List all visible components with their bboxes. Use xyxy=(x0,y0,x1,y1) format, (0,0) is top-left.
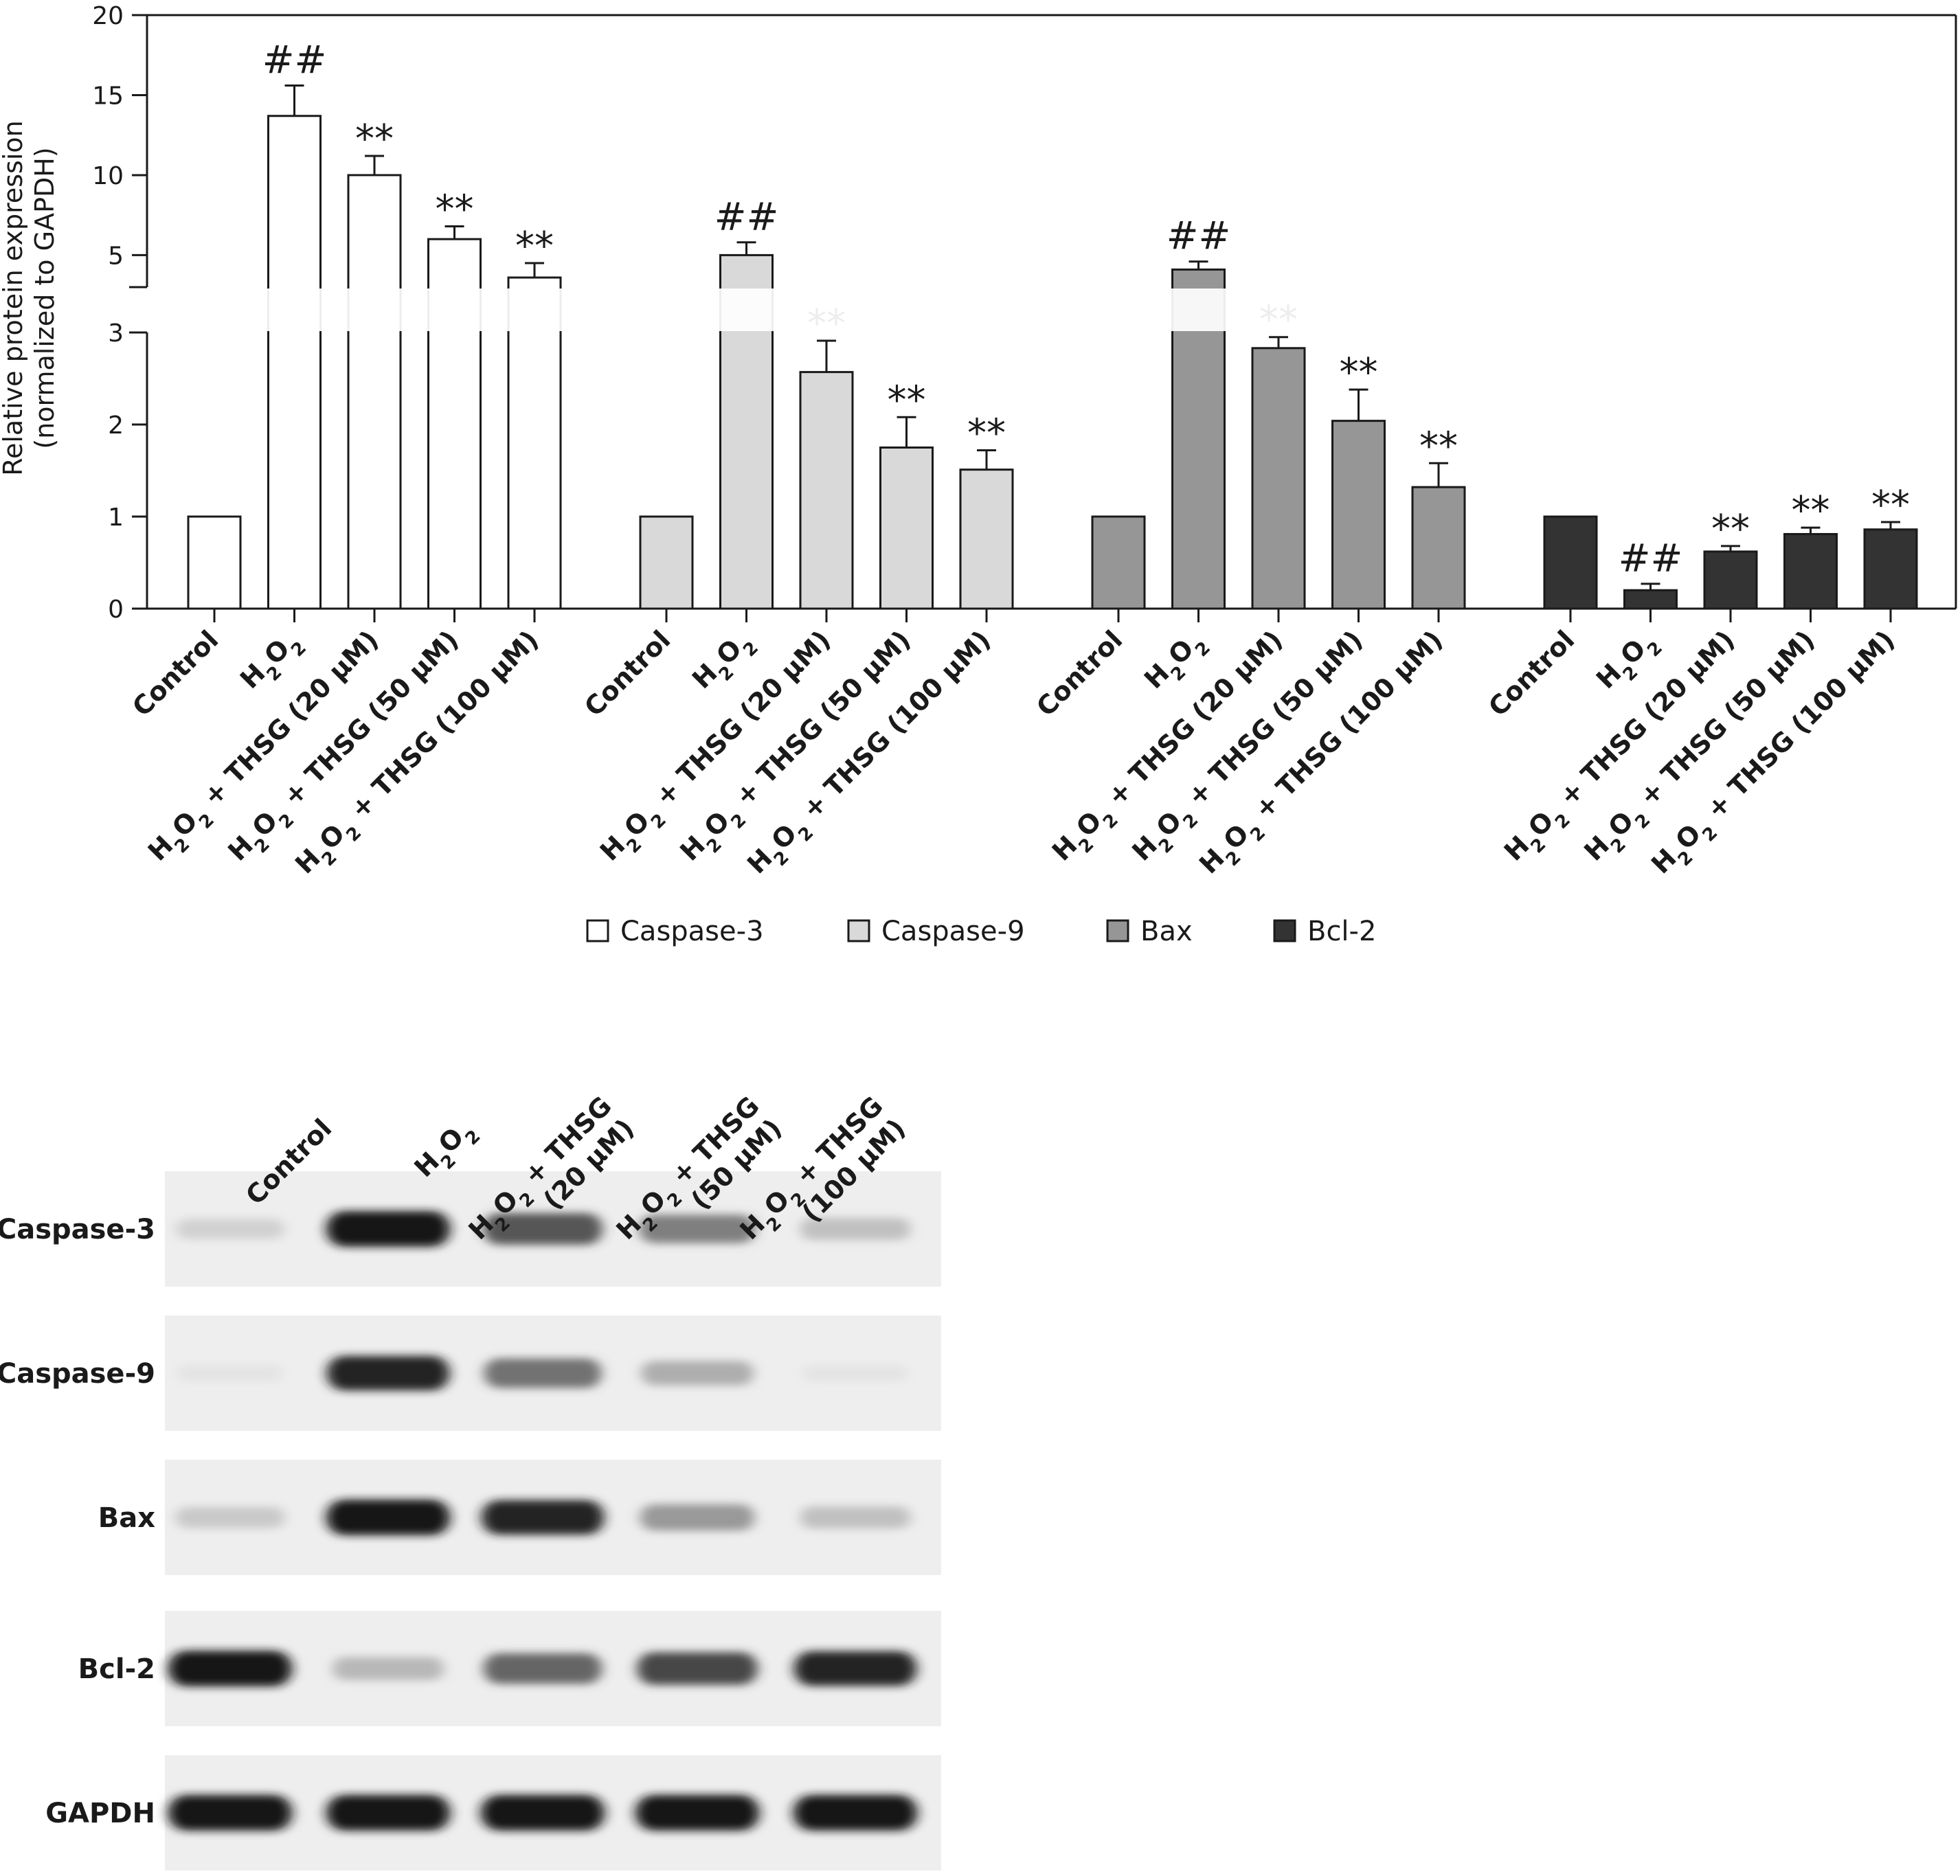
y-tick-label: 0 xyxy=(108,596,124,624)
blot-panel-bax: Bax xyxy=(98,1460,941,1575)
significance-star-label: ** xyxy=(436,187,474,231)
significance-hash-label: ## xyxy=(1167,214,1231,259)
y-axis-label-line: Relative protein expression xyxy=(0,120,28,475)
bar xyxy=(959,468,1014,610)
blot-band xyxy=(802,1364,908,1382)
blot-band xyxy=(175,1506,285,1528)
significance-hash-label: ## xyxy=(1619,536,1683,581)
x-category-label: Control xyxy=(1483,624,1580,722)
blot-row-label: Bcl-2 xyxy=(78,1653,155,1685)
bar-chart: 0 1 2 3 5 10 15 20 Relative protein expression (n… xyxy=(0,2,1957,879)
legend-swatch xyxy=(1106,919,1129,942)
blot-panel-caspase-3: Caspase-3 xyxy=(0,1171,941,1287)
significance-star-label: ** xyxy=(888,378,926,422)
blot-band xyxy=(793,1651,917,1686)
significance-star-label: ** xyxy=(1419,424,1458,468)
bar-group-caspase-3: Control##H2O2**H2O2 + THSG (20 μM)**H2O2… xyxy=(126,38,562,879)
blot-band xyxy=(168,1651,292,1686)
bar xyxy=(347,174,402,610)
y-tick-label: 20 xyxy=(92,2,124,30)
blot-band xyxy=(326,1500,450,1535)
bar xyxy=(1331,420,1386,610)
x-category-label: Control xyxy=(126,624,224,722)
blot-band xyxy=(793,1795,917,1831)
blot-band xyxy=(481,1795,605,1831)
y-tick-label: 5 xyxy=(108,242,124,270)
legend: Caspase-3 Caspase-9 Bax Bcl-2 xyxy=(586,916,1376,947)
blot-panel-caspase-9: Caspase-9 xyxy=(0,1315,941,1431)
bar xyxy=(1703,550,1758,610)
significance-hash-label: ## xyxy=(262,38,327,82)
bar xyxy=(1091,515,1146,610)
legend-label: Bcl-2 xyxy=(1307,916,1376,947)
blot-panel-bcl-2: Bcl-2 xyxy=(78,1611,941,1726)
y-axis-label: Relative protein expression (normalized t… xyxy=(0,120,60,475)
bar xyxy=(1623,589,1678,610)
legend-swatch xyxy=(1273,919,1296,942)
significance-star-label: ** xyxy=(355,117,394,161)
blot-panel-gapdh: GAPDH xyxy=(45,1755,941,1871)
bar xyxy=(1251,347,1306,610)
legend-swatch xyxy=(586,919,609,942)
blot-band xyxy=(333,1657,444,1680)
y-tick-label: 3 xyxy=(108,319,124,348)
blot-band xyxy=(168,1795,292,1831)
blot-band xyxy=(483,1653,602,1684)
blot-band xyxy=(639,1214,756,1243)
blot-band xyxy=(326,1355,450,1391)
blot-band xyxy=(641,1361,754,1386)
blot-row-label: GAPDH xyxy=(45,1798,155,1829)
x-category-label: Control xyxy=(578,624,676,722)
significance-hash-label: ## xyxy=(714,195,779,240)
blot-band xyxy=(640,1504,755,1531)
bar xyxy=(507,276,562,610)
blot-band xyxy=(326,1211,450,1247)
bar xyxy=(1863,528,1918,610)
y-tick-label: 10 xyxy=(92,162,124,190)
legend-label: Caspase-3 xyxy=(620,916,764,947)
blot-band xyxy=(483,1213,602,1245)
significance-star-label: ** xyxy=(1792,488,1830,533)
legend-label: Bax xyxy=(1140,916,1193,947)
blot-band xyxy=(484,1358,602,1388)
bar xyxy=(799,371,854,610)
blot-band xyxy=(176,1219,284,1239)
axis-break-gap xyxy=(148,289,1907,331)
blot-band xyxy=(481,1500,605,1535)
bar xyxy=(187,515,242,610)
blot-row-label: Bax xyxy=(98,1502,155,1534)
bar xyxy=(267,115,322,610)
y-tick-label: 2 xyxy=(108,411,124,440)
blot-band xyxy=(800,1217,911,1241)
legend-label: Caspase-9 xyxy=(881,916,1025,947)
blot-row-label: Caspase-9 xyxy=(0,1358,155,1390)
blot-band xyxy=(635,1795,759,1831)
significance-star-label: ** xyxy=(1871,483,1910,528)
bar xyxy=(879,447,934,610)
significance-star-label: ** xyxy=(1711,507,1750,552)
bar xyxy=(639,515,694,610)
significance-star-label: ** xyxy=(967,411,1006,456)
significance-star-label: ** xyxy=(515,224,554,269)
blot-band xyxy=(800,1506,911,1529)
bar xyxy=(1783,532,1838,610)
y-tick-label: 15 xyxy=(92,82,124,110)
bar-group-bcl-2: Control##H2O2**H2O2 + THSG (20 μM)**H2O2… xyxy=(1483,483,1918,879)
blot-band xyxy=(637,1652,758,1685)
blot-band xyxy=(177,1364,283,1382)
legend-swatch xyxy=(847,919,870,942)
significance-star-label: ** xyxy=(1340,350,1378,395)
bar xyxy=(1411,486,1466,610)
blot-row-label: Caspase-3 xyxy=(0,1214,155,1245)
x-category-label: Control xyxy=(1030,624,1128,722)
y-axis-label-line: (normalized to GAPDH) xyxy=(30,147,60,449)
blot-band xyxy=(326,1795,450,1831)
y-tick-label: 1 xyxy=(108,504,124,532)
bar xyxy=(1543,515,1598,610)
